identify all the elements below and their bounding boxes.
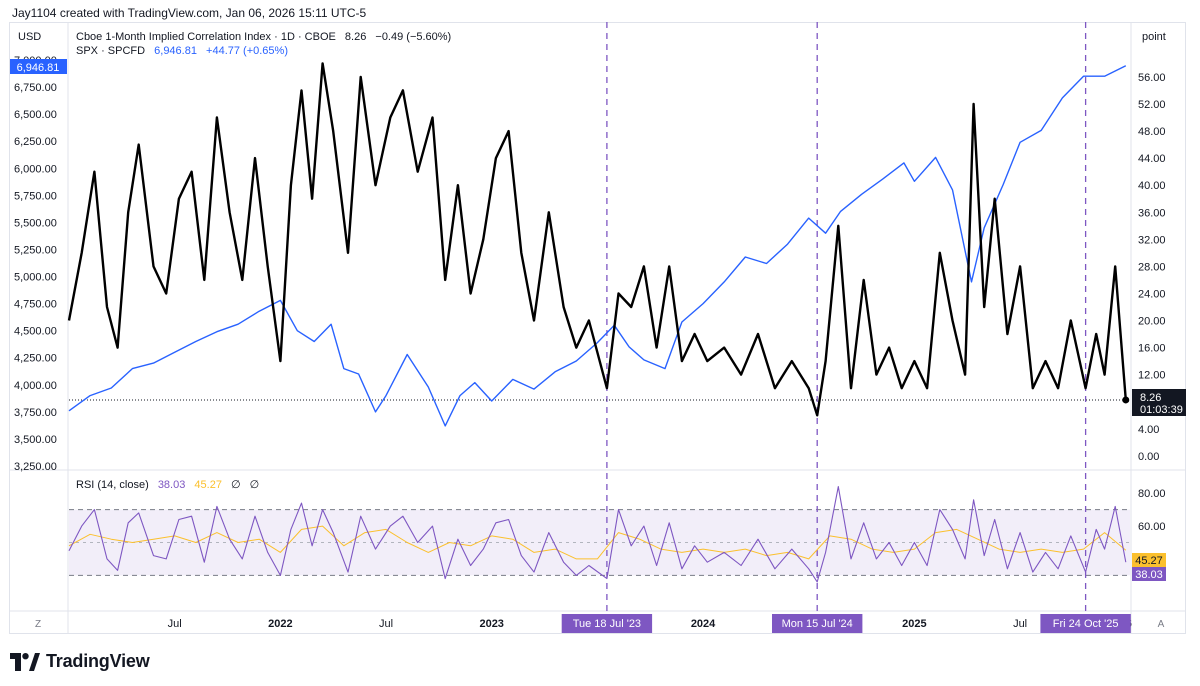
left-tick-11: 6,000.00 — [14, 163, 57, 175]
x-label-4: 2024 — [691, 618, 716, 630]
left-tick-0: 3,250.00 — [14, 461, 57, 473]
spx-legend-name: SPX · SPCFD — [76, 45, 145, 57]
right-tick-5: 20.00 — [1138, 316, 1166, 328]
marker-badge-0 — [561, 614, 653, 633]
rsi-legend-name: RSI (14, close) — [76, 479, 149, 491]
cor-last-badge: 8.26 01:03:39 — [1132, 389, 1186, 416]
marker-badge-2 — [1040, 614, 1131, 633]
x-label-1: 2022 — [268, 618, 292, 630]
right-axis: 0.004.008.0012.0016.0020.0024.0028.0032.… — [1138, 72, 1166, 566]
left-tick-14: 6,750.00 — [14, 82, 57, 94]
rsi-band — [69, 509, 1130, 576]
rsi-legend[interactable]: RSI (14, close) 38.03 45.27 ∅ ∅ — [76, 479, 259, 491]
rsi-last-badge-text: 38.03 — [1135, 569, 1163, 581]
rsi-ma-line — [68, 525, 1127, 560]
rsi-ma-badge: 45.27 — [1132, 553, 1166, 567]
main-legend-value: 8.26 — [345, 31, 366, 43]
tradingview-logo[interactable]: TradingView — [10, 651, 150, 672]
right-tick-12: 48.00 — [1138, 126, 1166, 138]
left-tick-8: 5,250.00 — [14, 244, 57, 256]
x-axis: Jul2022Jul202320242025Jul26Tue 18 Jul '2… — [168, 614, 1132, 633]
spx-legend-change: +44.77 (+0.65%) — [206, 45, 288, 57]
left-tick-6: 4,750.00 — [14, 299, 57, 311]
right-tick-8: 32.00 — [1138, 234, 1166, 246]
right-tick-11: 44.00 — [1138, 153, 1166, 165]
cor-last-badge-value: 8.26 — [1140, 392, 1161, 404]
spx-legend[interactable]: SPX · SPCFD 6,946.81 +44.77 (+0.65%) — [76, 45, 288, 57]
right-tick-7: 28.00 — [1138, 261, 1166, 273]
x-label-2: Jul — [379, 618, 393, 630]
rsi-legend-ma: 45.27 — [194, 479, 222, 491]
x-label-6: Jul — [1013, 618, 1027, 630]
series-layer — [67, 62, 1130, 583]
left-tick-5: 4,500.00 — [14, 326, 57, 338]
right-tick-4: 16.00 — [1138, 343, 1166, 355]
right-tick-6: 24.00 — [1138, 288, 1166, 300]
main-legend[interactable]: Cboe 1-Month Implied Correlation Index ·… — [76, 31, 451, 43]
spx-last-badge: 6,946.81 — [10, 59, 67, 74]
correlation-last-point — [1122, 396, 1130, 404]
rsi-legend-extra2: ∅ — [250, 479, 260, 491]
right-unit-label: point — [1142, 31, 1166, 43]
right-tick-3: 12.00 — [1138, 370, 1166, 382]
rsi-tick-2: 80.00 — [1138, 488, 1166, 500]
left-tick-13: 6,500.00 — [14, 109, 57, 121]
rsi-legend-value: 38.03 — [158, 479, 186, 491]
left-tick-10: 5,750.00 — [14, 190, 57, 202]
marker-badge-text-0: Tue 18 Jul '23 — [573, 618, 641, 630]
x-label-5: 2025 — [902, 618, 926, 630]
left-tick-7: 5,000.00 — [14, 272, 57, 284]
spx-last-badge-text: 6,946.81 — [17, 62, 60, 74]
left-tick-9: 5,500.00 — [14, 217, 57, 229]
left-tick-4: 4,250.00 — [14, 353, 57, 365]
right-tick-9: 36.00 — [1138, 207, 1166, 219]
main-legend-name: Cboe 1-Month Implied Correlation Index ·… — [76, 31, 336, 43]
right-tick-0: 0.00 — [1138, 451, 1159, 463]
rsi-ma-badge-text: 45.27 — [1135, 555, 1163, 567]
auto-scale-button[interactable]: A — [1158, 619, 1165, 630]
cor-countdown: 01:03:39 — [1140, 404, 1183, 416]
chart-frame — [9, 22, 1186, 634]
rsi-line — [68, 486, 1127, 583]
left-tick-12: 6,250.00 — [14, 136, 57, 148]
right-tick-1: 4.00 — [1138, 424, 1159, 436]
right-tick-10: 40.00 — [1138, 180, 1166, 192]
left-tick-2: 3,750.00 — [14, 407, 57, 419]
currency-label: USD — [18, 31, 41, 43]
spx-legend-value: 6,946.81 — [154, 45, 197, 57]
rsi-legend-extra1: ∅ — [231, 479, 241, 491]
left-tick-1: 3,500.00 — [14, 434, 57, 446]
marker-badge-text-2: Fri 24 Oct '25 — [1053, 618, 1119, 630]
pane-separators — [10, 22, 1185, 634]
marker-badge-text-1: Mon 15 Jul '24 — [782, 618, 853, 630]
zoom-corner-button[interactable]: Z — [35, 619, 41, 630]
tradingview-logo-icon — [10, 652, 40, 671]
correlation-line — [67, 62, 1127, 417]
right-tick-13: 52.00 — [1138, 99, 1166, 111]
left-axis: 3,250.00 3,500.00 3,750.00 4,000.00 4,250.00… — [14, 55, 57, 473]
rsi-tick-1: 60.00 — [1138, 521, 1166, 533]
right-tick-14: 56.00 — [1138, 72, 1166, 84]
main-legend-change: −0.49 (−5.60%) — [375, 31, 451, 43]
x-label-0: Jul — [168, 618, 182, 630]
credit-line: Jay1104 created with TradingView.com, Ja… — [12, 6, 367, 20]
marker-badge-1 — [771, 614, 863, 633]
x-label-3: 2023 — [479, 618, 503, 630]
rsi-last-badge: 38.03 — [1132, 567, 1166, 581]
spx-line — [68, 65, 1127, 427]
left-tick-3: 4,000.00 — [14, 380, 57, 392]
